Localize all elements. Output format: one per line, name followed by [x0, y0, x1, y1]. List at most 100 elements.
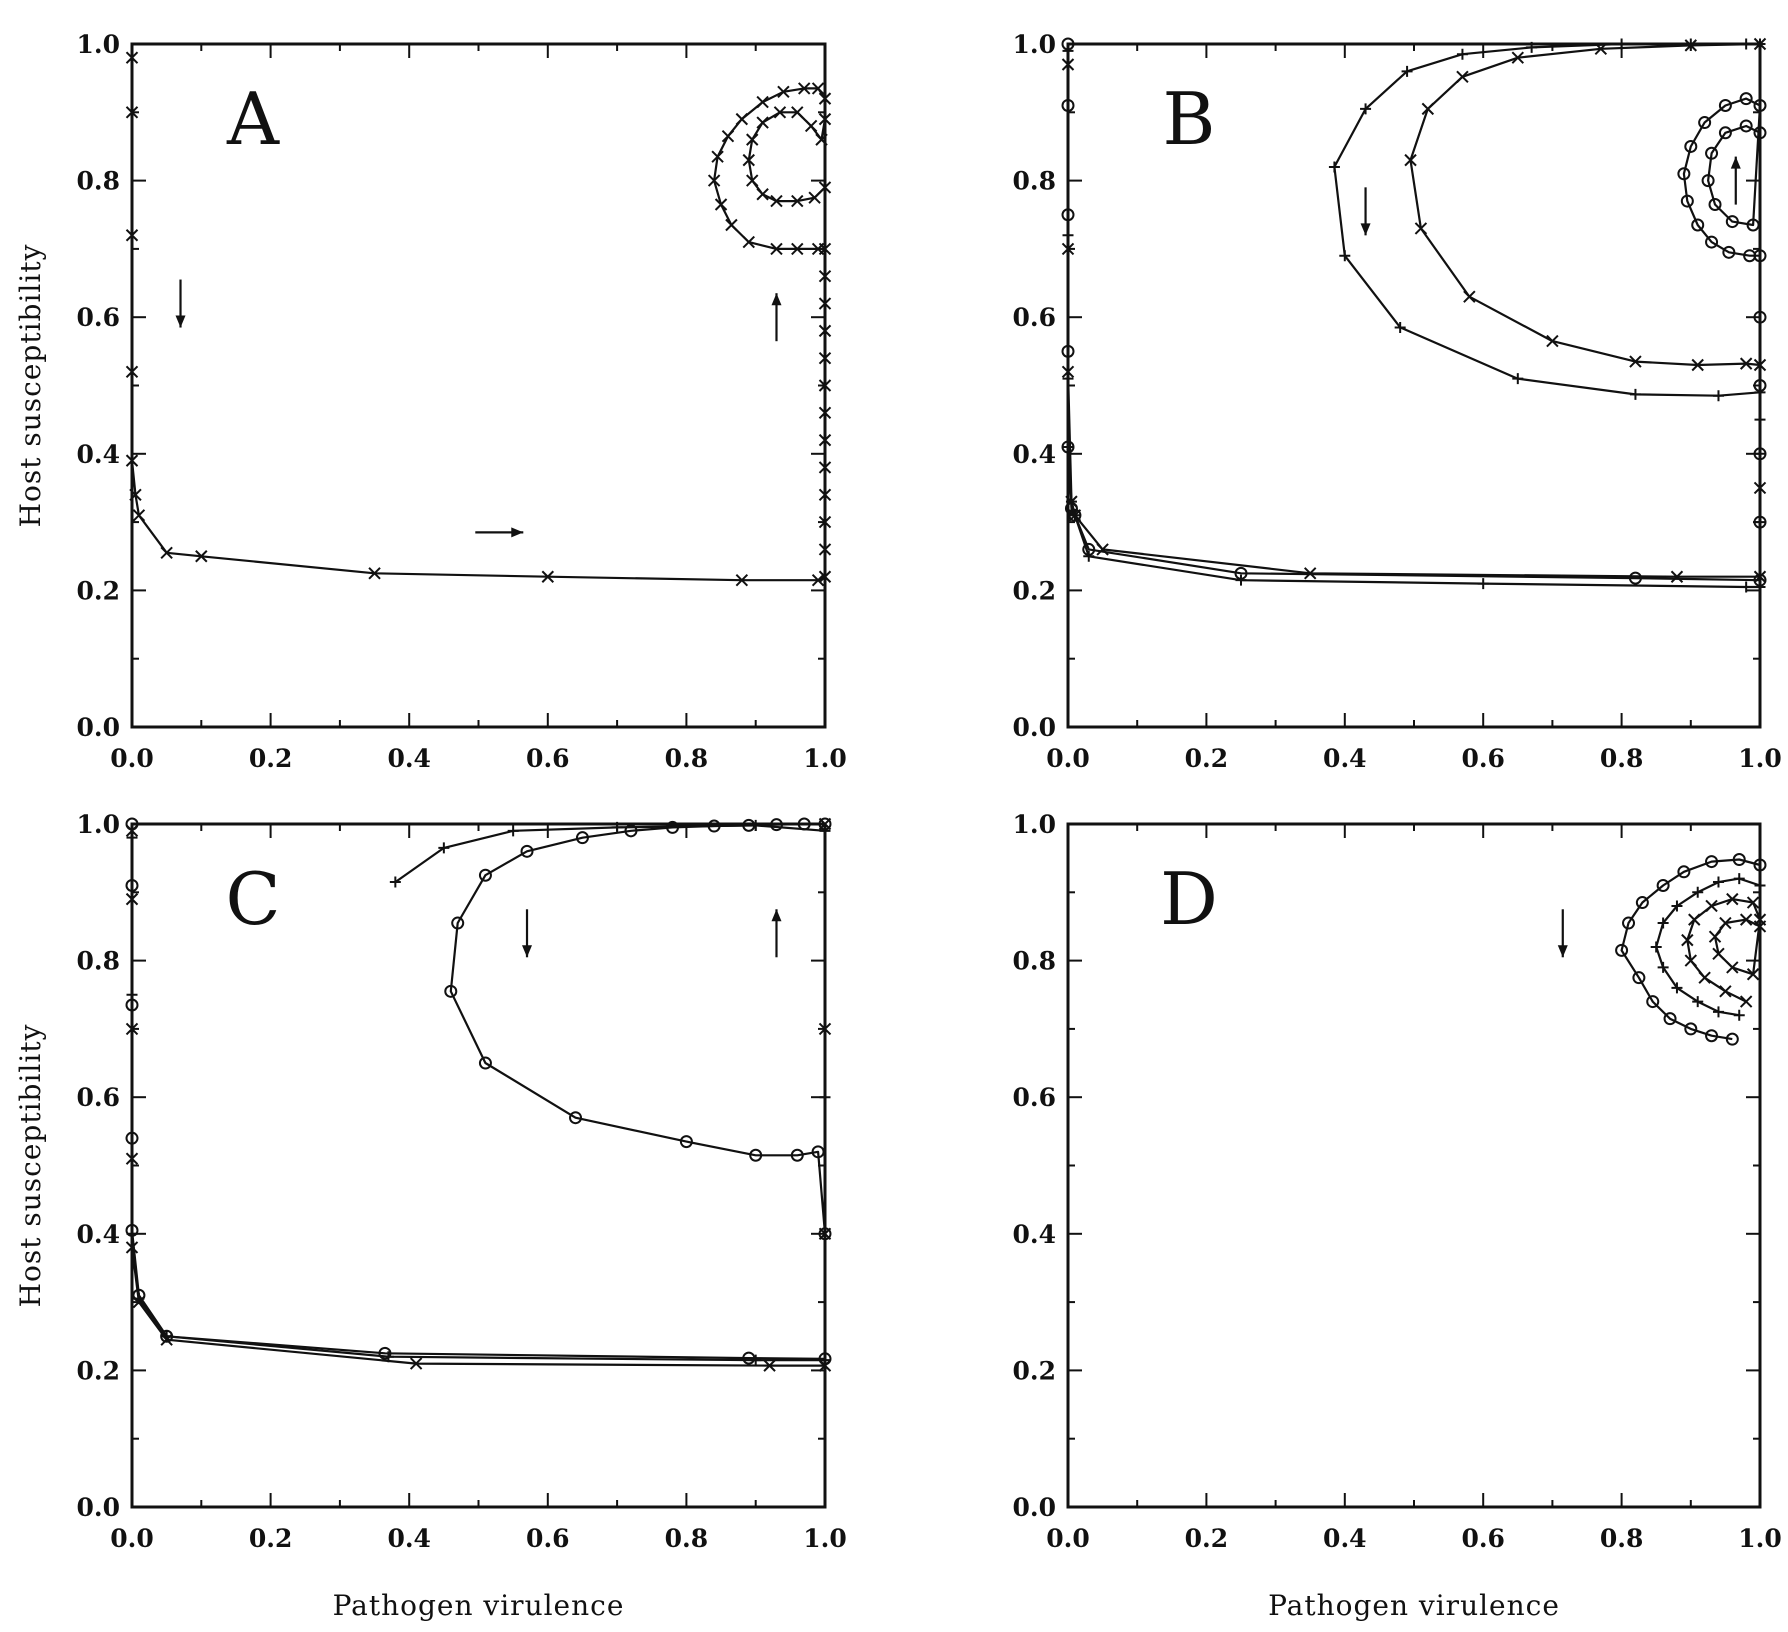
data-point [125, 51, 139, 64]
data-point [1753, 447, 1767, 461]
data-point [1722, 245, 1736, 259]
data-point [1753, 37, 1767, 51]
y-tick-label: 0.2 [77, 576, 121, 605]
y-tick-label: 1.0 [77, 30, 121, 59]
x-tick-label: 1.0 [803, 1524, 847, 1553]
data-point [1733, 1009, 1745, 1021]
data-point [1746, 218, 1760, 232]
data-point [1739, 995, 1753, 1008]
data-point [804, 119, 818, 133]
data-point [791, 194, 804, 208]
data-point [1698, 116, 1712, 130]
data-point [1632, 971, 1646, 985]
x-tick-label: 0.0 [110, 744, 154, 773]
data-point [1705, 1029, 1719, 1043]
data-point [1622, 916, 1636, 930]
series-line-o [130, 822, 827, 1360]
data-point [1061, 344, 1075, 358]
data-point [1401, 65, 1413, 77]
data-point [818, 112, 832, 126]
data-point [1671, 982, 1683, 994]
data-point [1701, 174, 1715, 188]
data-point [1739, 913, 1753, 926]
data-point [125, 106, 139, 119]
arrow-head [771, 293, 782, 306]
data-point [818, 1227, 832, 1241]
x-tick-label: 0.4 [387, 1524, 431, 1553]
data-point [1753, 98, 1767, 112]
data-point [1360, 103, 1372, 115]
y-tick-label: 0.6 [77, 303, 121, 332]
y-tick-label: 0.8 [1013, 947, 1057, 976]
data-point [1670, 570, 1684, 583]
data-point [1628, 571, 1642, 585]
data-point [1463, 290, 1476, 303]
data-point [818, 379, 832, 392]
data-point [1705, 146, 1719, 160]
data-point [1394, 321, 1406, 333]
data-point [1705, 899, 1718, 913]
data-point [1726, 961, 1739, 974]
direction-arrow-down [175, 279, 186, 328]
data-point [791, 242, 804, 256]
data-point [378, 1346, 392, 1360]
y-tick-label: 0.0 [77, 1493, 121, 1522]
data-point [1753, 515, 1767, 529]
data-point [1712, 947, 1725, 960]
direction-arrow-up [1730, 156, 1741, 205]
data-point [773, 106, 787, 119]
direction-arrow-down [522, 909, 533, 958]
data-point [1691, 358, 1704, 372]
data-point [756, 116, 769, 129]
data-point [1753, 310, 1767, 324]
x-tick-label: 0.2 [249, 1524, 293, 1553]
data-point [815, 133, 828, 146]
data-point [125, 817, 139, 831]
data-point [1718, 126, 1732, 140]
data-point [1646, 995, 1660, 1009]
data-point [1061, 37, 1075, 51]
x-tick-label: 0.8 [1600, 1524, 1644, 1553]
y-tick-label: 1.0 [1013, 30, 1057, 59]
panel-letter: A [226, 77, 280, 161]
data-point [1656, 878, 1670, 892]
data-point [1082, 542, 1096, 556]
data-point [569, 1111, 583, 1125]
data-point [818, 270, 832, 283]
x-tick-label: 0.8 [1600, 744, 1644, 773]
data-point [818, 543, 832, 556]
data-point [746, 133, 759, 146]
arrow-head [1557, 945, 1568, 958]
y-tick-label: 0.8 [77, 167, 121, 196]
y-tick-label: 0.0 [77, 713, 121, 742]
data-point [1691, 218, 1705, 232]
x-tick-label: 0.8 [665, 744, 709, 773]
data-point [125, 229, 139, 242]
data-point [1635, 896, 1649, 910]
y-tick-label: 0.4 [1013, 440, 1057, 469]
data-point [125, 998, 139, 1012]
y-tick-label: 0.6 [77, 1083, 121, 1112]
data-point [1650, 941, 1662, 953]
data-point [624, 824, 638, 838]
data-point [1739, 357, 1753, 370]
data-point [1753, 126, 1767, 140]
data-point [746, 174, 759, 187]
x-tick-label: 0.2 [249, 744, 293, 773]
data-point [125, 1131, 139, 1145]
data-point [818, 570, 832, 583]
data-point [797, 817, 811, 831]
data-point [1753, 920, 1767, 933]
arrow-head [522, 945, 533, 958]
data-point [1705, 235, 1719, 249]
x-tick-label: 0.8 [665, 1524, 709, 1553]
y-axis-label: Host susceptibility [14, 244, 47, 528]
data-point [409, 1357, 423, 1370]
data-point [707, 174, 721, 187]
data-point [1684, 1022, 1698, 1036]
data-point [520, 844, 534, 858]
data-point [818, 297, 832, 310]
data-point [770, 242, 783, 256]
data-point [1726, 892, 1739, 906]
